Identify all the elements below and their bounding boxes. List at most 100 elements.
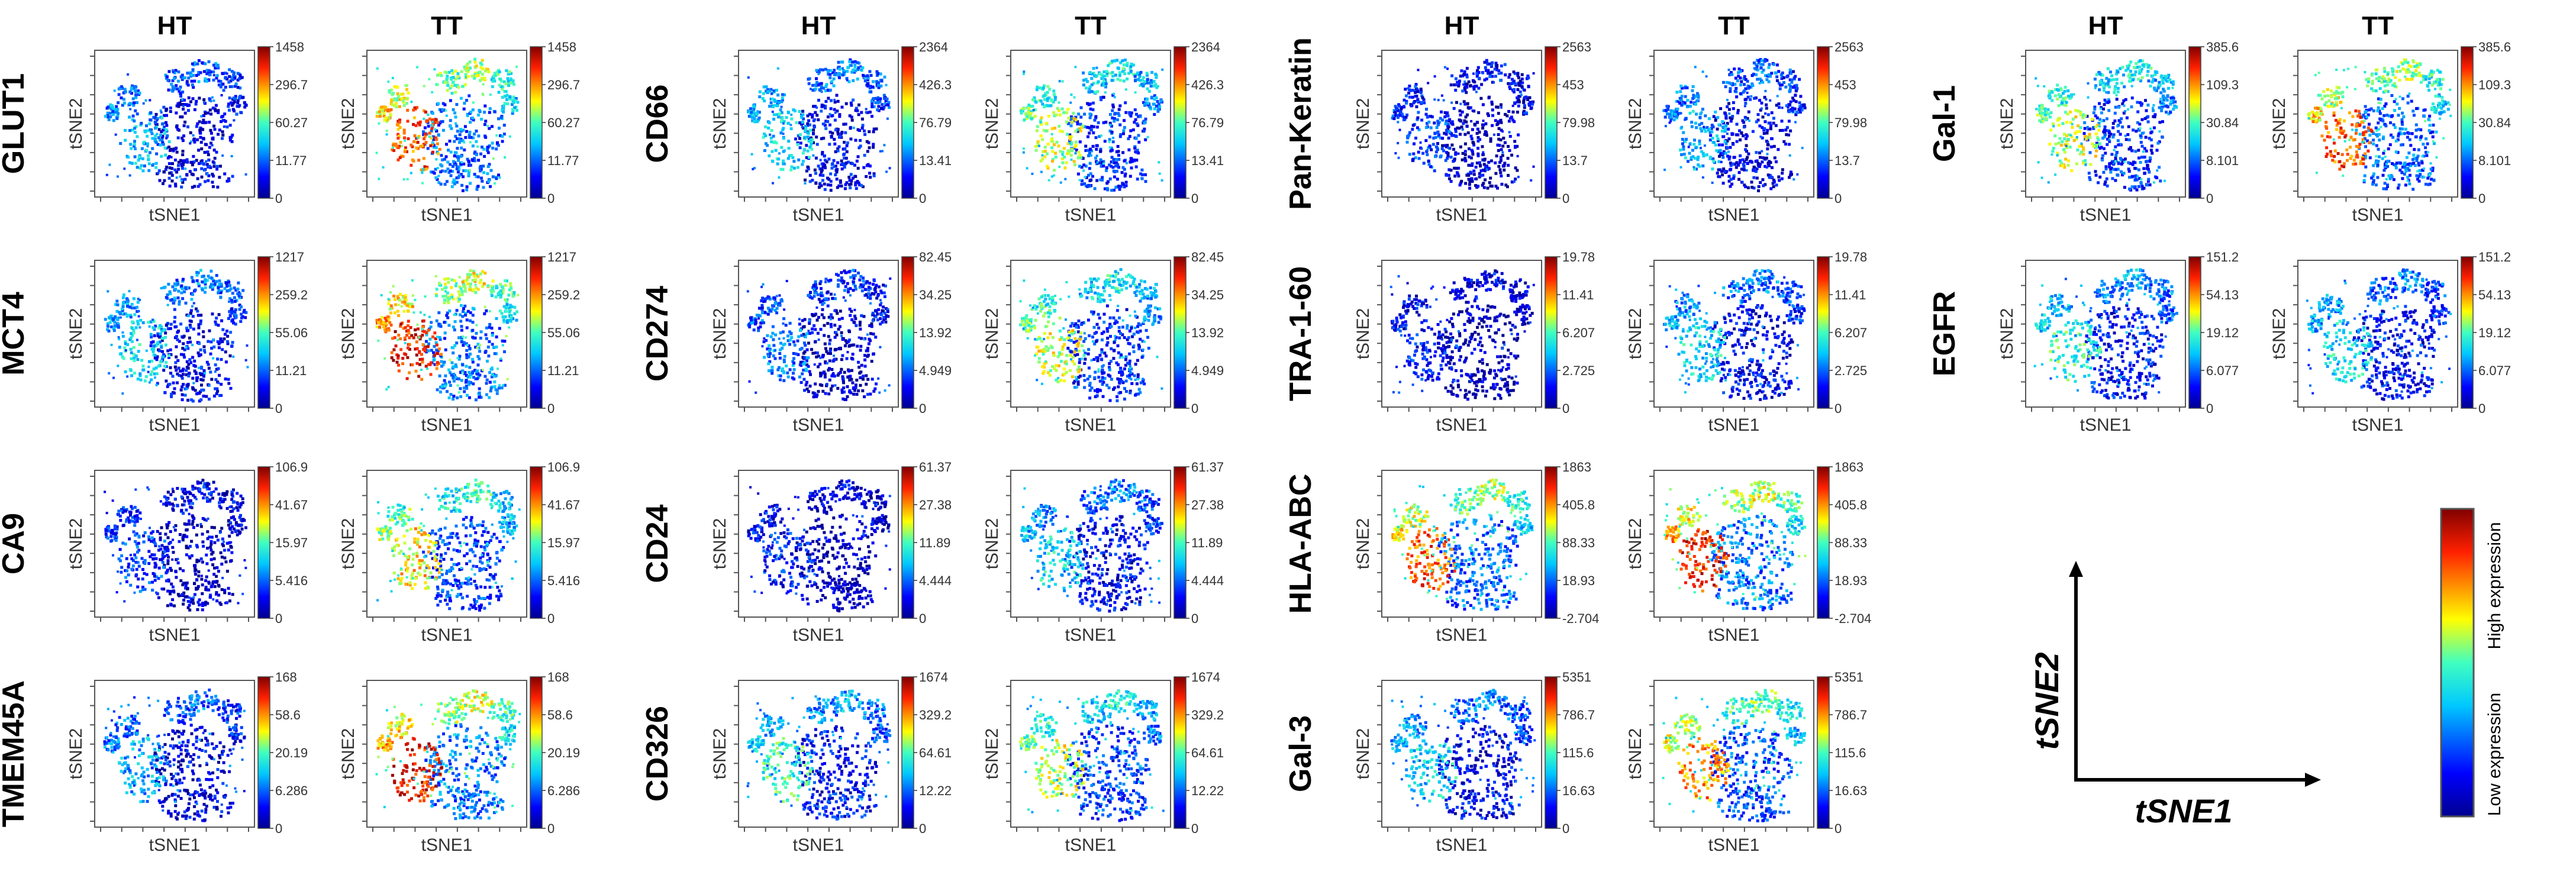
- tsne-point: [432, 138, 436, 141]
- tsne-point: [207, 363, 210, 366]
- tsne-point: [486, 165, 490, 168]
- tsne-point: [382, 114, 386, 118]
- tsne-point: [190, 732, 194, 735]
- tsne-point: [484, 350, 488, 353]
- tsne-point: [217, 346, 221, 350]
- tsne-point: [192, 382, 195, 385]
- tsne-point: [223, 589, 227, 592]
- tsne-point: [418, 120, 422, 124]
- tsne-point: [472, 376, 475, 379]
- tsne-point: [198, 764, 202, 767]
- tsne-point: [141, 589, 144, 592]
- tsne-point: [177, 766, 180, 769]
- tsne-point: [164, 168, 167, 172]
- tsne-point: [121, 303, 125, 306]
- tsne-point: [181, 167, 184, 170]
- tsne-point: [215, 580, 219, 583]
- tsne-point: [411, 557, 415, 561]
- tsne-point: [499, 592, 502, 596]
- tsne-point: [462, 162, 466, 166]
- tsne-point: [388, 518, 392, 522]
- tsne-point: [504, 518, 507, 521]
- tsne-point: [201, 121, 204, 124]
- tsne-point: [511, 577, 514, 580]
- tsne-point: [440, 505, 443, 508]
- tsne-point: [442, 497, 446, 501]
- tsne-point: [462, 344, 465, 347]
- tsne-point: [459, 137, 463, 141]
- tsne-point: [126, 375, 129, 378]
- tsne-point: [389, 531, 393, 535]
- tsne-point: [207, 153, 210, 156]
- tsne-point: [490, 78, 494, 82]
- tsne-point: [468, 792, 471, 796]
- tsne-point: [137, 548, 141, 552]
- tsne-point: [452, 108, 455, 111]
- tsne-point: [196, 271, 200, 275]
- tsne-point: [164, 73, 167, 77]
- tsne-point: [113, 527, 117, 531]
- tsne-point: [223, 112, 227, 116]
- tsne-point: [492, 711, 496, 714]
- tsne-point: [376, 111, 379, 114]
- tsne-point: [241, 497, 244, 501]
- tsne-point: [136, 377, 140, 381]
- tsne-point: [177, 719, 180, 722]
- tsne-point: [122, 357, 125, 360]
- tsne-point: [209, 548, 213, 552]
- tsne-point: [485, 578, 489, 582]
- tsne-point: [130, 351, 133, 354]
- tsne-point: [480, 63, 483, 66]
- tsne-point: [507, 734, 511, 737]
- tsne-point: [491, 85, 494, 88]
- tsne-point: [228, 541, 231, 544]
- tsne-point: [174, 800, 177, 803]
- tsne-point: [160, 558, 163, 561]
- tsne-point: [383, 328, 387, 332]
- tsne-point: [177, 105, 180, 108]
- tsne-point: [399, 517, 402, 521]
- tsne-point: [221, 348, 224, 351]
- tsne-point: [215, 280, 218, 283]
- tsne-point: [439, 600, 442, 603]
- tsne-point: [454, 706, 457, 709]
- tsne-point: [185, 789, 189, 792]
- tsne-point: [151, 137, 154, 140]
- tsne-point: [128, 129, 131, 133]
- tsne-point: [169, 705, 172, 708]
- tsne-point: [125, 305, 129, 308]
- tsne-point: [496, 292, 500, 296]
- tsne-point: [387, 80, 390, 83]
- tsne-point: [186, 104, 189, 107]
- tsne-point: [125, 569, 128, 573]
- tsne-point: [490, 327, 494, 330]
- tsne-point: [117, 557, 121, 561]
- tsne-point: [468, 576, 470, 579]
- tsne-point: [207, 366, 211, 370]
- tsne-point: [236, 703, 238, 706]
- tsne-point: [200, 809, 204, 813]
- tsne-point: [453, 328, 456, 332]
- tsne-point: [454, 722, 457, 725]
- tsne-point: [191, 315, 195, 318]
- tsne-point: [417, 134, 421, 138]
- tsne-point: [130, 92, 133, 95]
- tsne-point: [125, 557, 128, 560]
- tsne-point: [186, 546, 190, 550]
- tsne-point: [477, 595, 481, 598]
- tsne-point: [221, 119, 225, 122]
- tsne-point: [405, 334, 409, 337]
- tsne-point: [133, 591, 136, 594]
- tsne-point: [147, 370, 150, 373]
- tsne-point: [473, 598, 476, 601]
- tsne-point: [442, 579, 446, 582]
- tsne-point: [154, 124, 158, 127]
- tsne-point: [233, 296, 236, 299]
- tsne-point: [176, 812, 180, 816]
- tsne-point: [474, 346, 478, 349]
- tsne-point: [229, 287, 233, 290]
- tsne-point: [391, 93, 394, 96]
- tsne-point: [178, 101, 182, 105]
- tsne-point: [107, 748, 110, 752]
- tsne-point: [147, 360, 151, 363]
